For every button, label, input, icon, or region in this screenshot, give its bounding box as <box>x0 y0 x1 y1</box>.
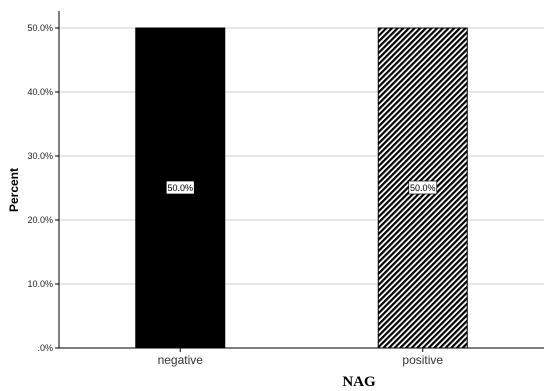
y-axis-title: Percent <box>7 168 21 212</box>
data-label-text: 50.0% <box>167 183 193 193</box>
y-tick-label: 40.0% <box>27 87 53 97</box>
y-tick-labels: .0% 10.0% 20.0% 30.0% 40.0% 50.0% <box>27 23 53 353</box>
data-label-box <box>408 180 438 195</box>
data-labels: 50.0% 50.0% <box>165 180 438 195</box>
data-label-box <box>165 180 195 195</box>
y-tick-label: 50.0% <box>27 23 53 33</box>
y-tick-label: 20.0% <box>27 215 53 225</box>
x-tick-label: positive <box>402 353 443 367</box>
data-label: 50.0% <box>408 180 438 195</box>
data-label-text: 50.0% <box>410 183 436 193</box>
x-axis-title: NAG <box>342 374 376 390</box>
axes <box>55 11 544 352</box>
y-tick-label: 30.0% <box>27 151 53 161</box>
y-tick-label: 10.0% <box>27 279 53 289</box>
gridlines <box>59 27 544 285</box>
x-tick-label: negative <box>158 353 204 367</box>
y-tick-label: .0% <box>37 343 53 353</box>
x-category-labels: negative positive <box>158 353 444 367</box>
data-label: 50.0% <box>165 180 195 195</box>
